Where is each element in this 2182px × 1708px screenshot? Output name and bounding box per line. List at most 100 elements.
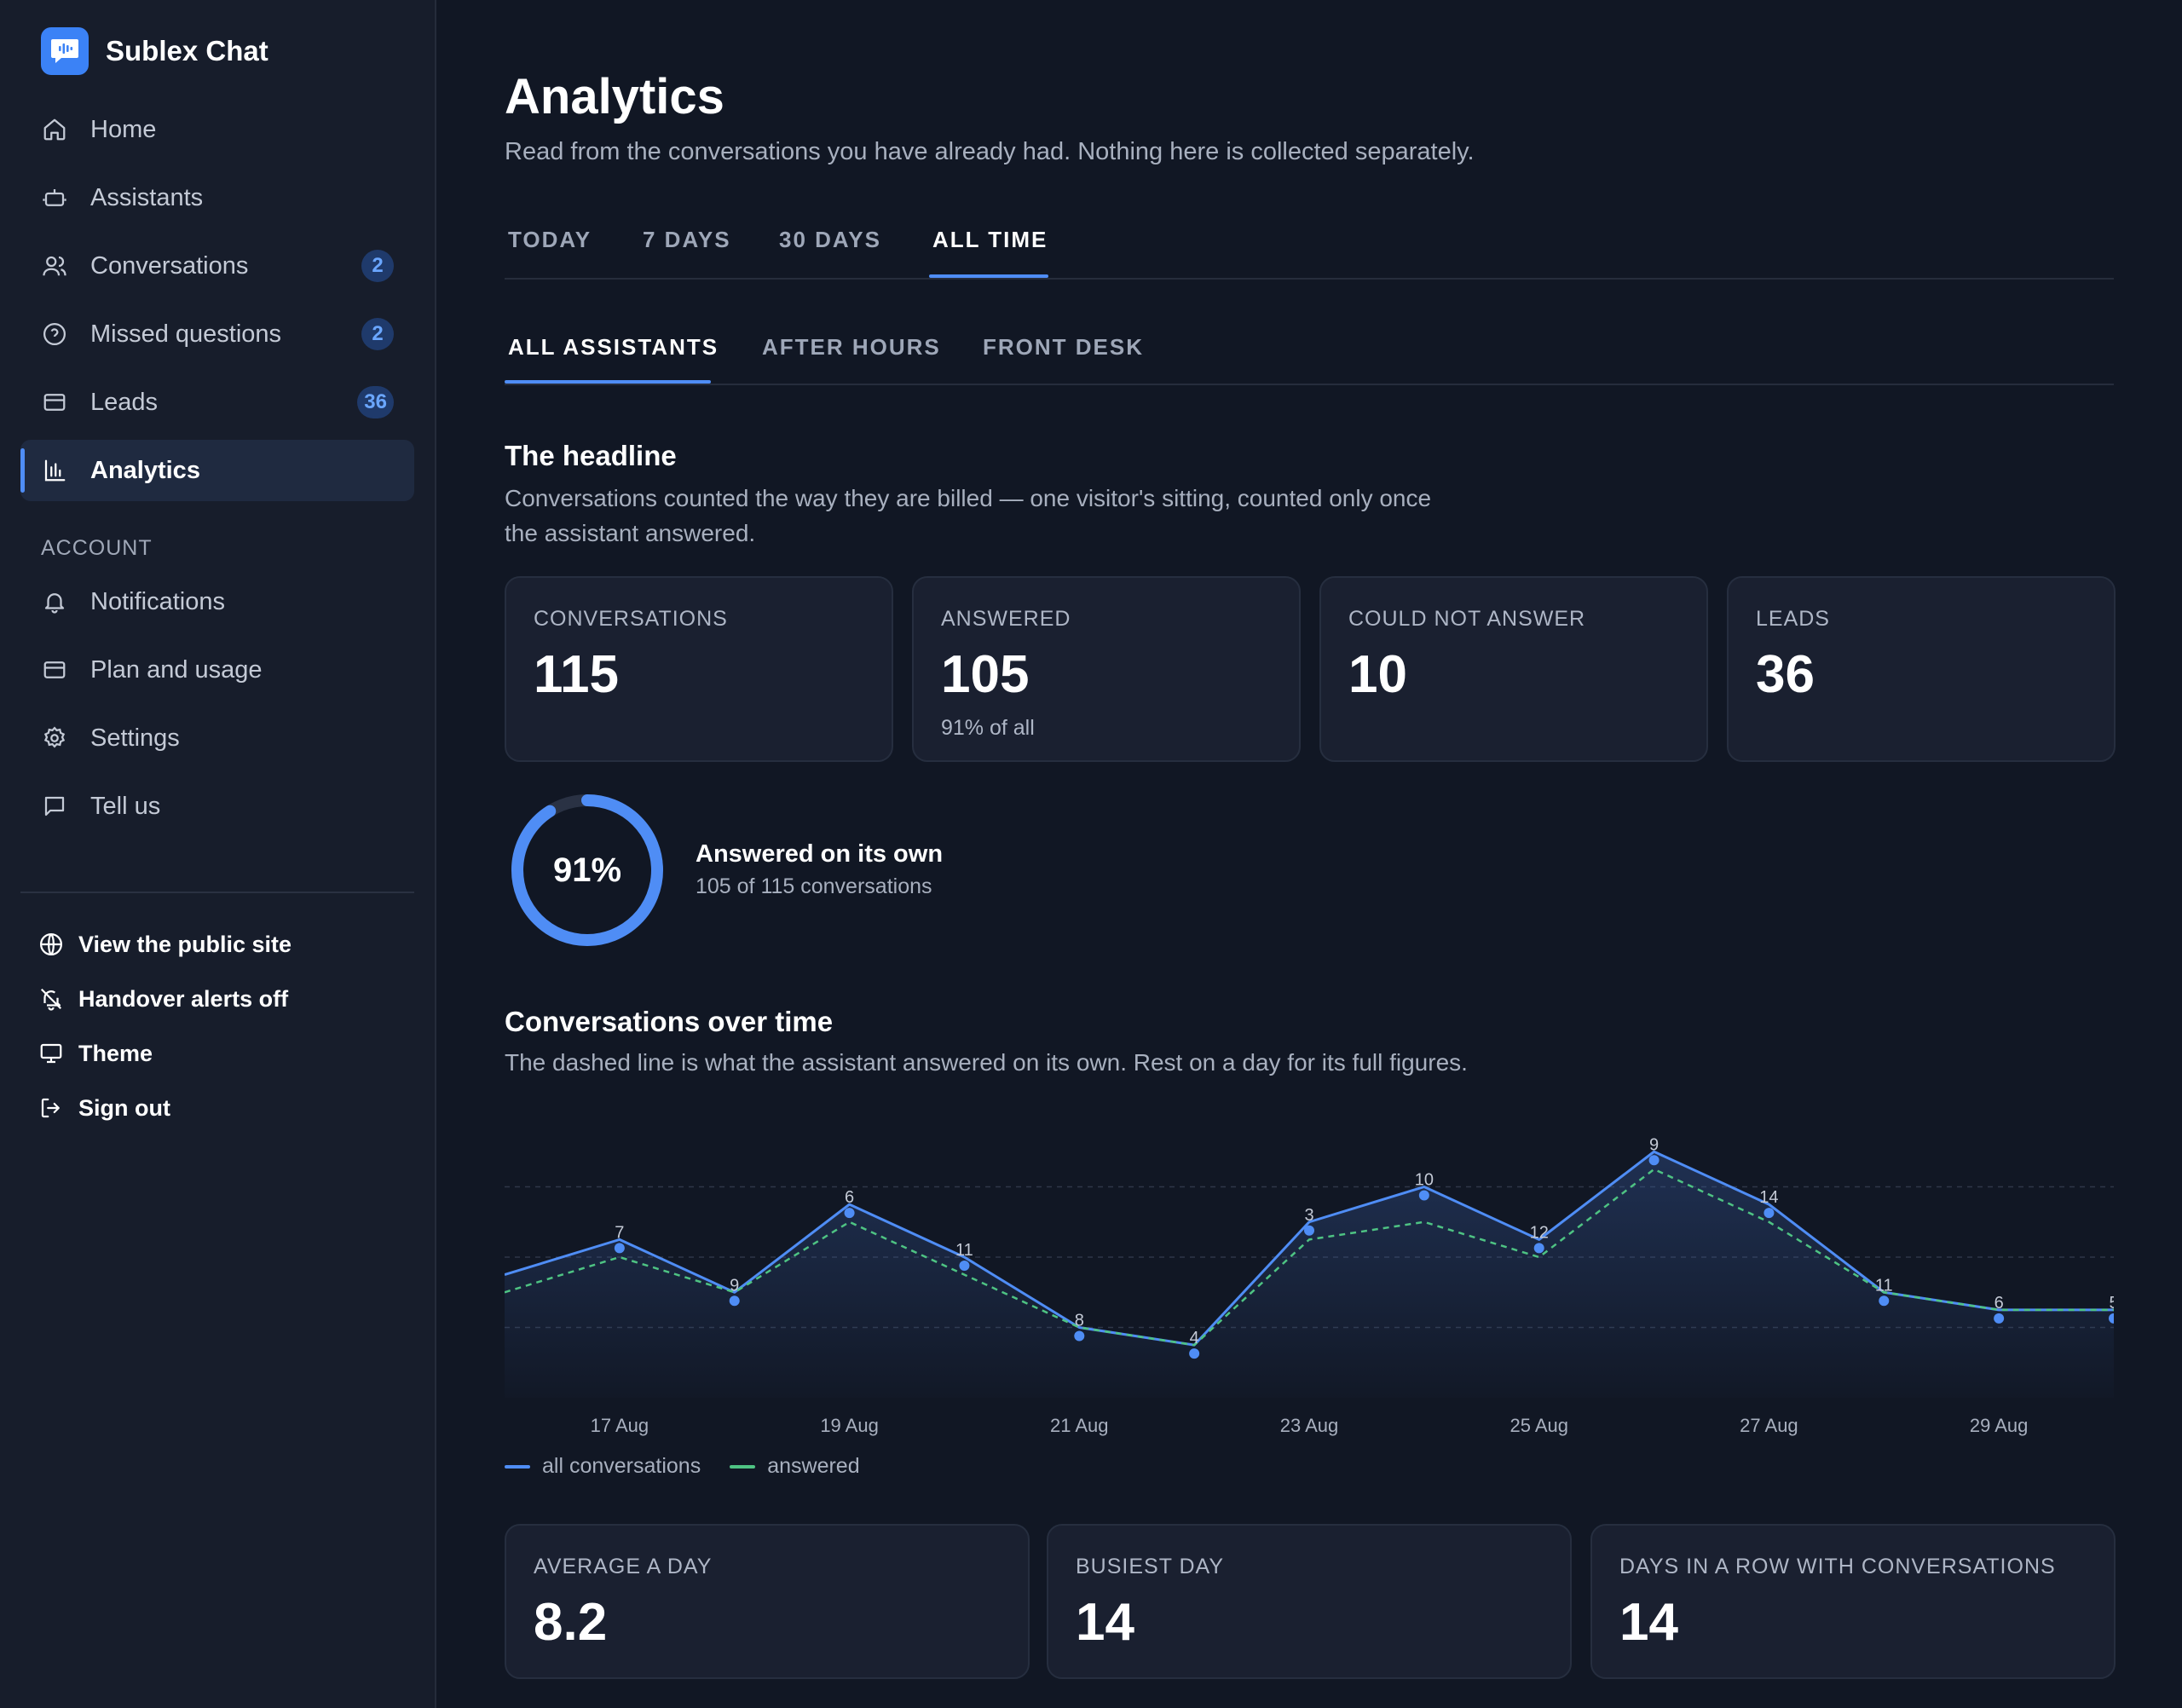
stat-label: CONVERSATIONS (534, 607, 728, 631)
tab-30-days[interactable]: 30 DAYS (779, 227, 881, 252)
brand[interactable]: Sublex Chat (41, 26, 268, 77)
missed-questions-badge: 2 (361, 318, 394, 350)
headline-description: Conversations counted the way they are b… (505, 481, 1431, 551)
answered-ring: 91% (508, 791, 667, 949)
x-tick-label: 19 Aug (820, 1415, 879, 1436)
answered-ring-title: Answered on its own (696, 840, 944, 868)
sidebar-item-leads[interactable]: Leads 36 (20, 372, 414, 433)
data-label: 5 (2109, 1294, 2114, 1313)
data-point (959, 1261, 970, 1271)
answered-ring-arc (511, 794, 663, 946)
conversations-badge: 2 (361, 250, 394, 282)
main-nav: Home Assistants Conversations 2 Missed q… (20, 99, 414, 844)
help-circle-icon (41, 320, 68, 348)
series-line-answered (505, 1168, 2114, 1347)
monitor-icon (38, 1040, 65, 1067)
summary-card-average: AVERAGE A DAY 8.2 (505, 1524, 1030, 1679)
x-tick-label: 23 Aug (1280, 1415, 1339, 1436)
sidebar-item-settings[interactable]: Settings (20, 707, 414, 769)
credit-card-icon (41, 656, 68, 684)
data-point (1074, 1330, 1085, 1342)
headline-title: The headline (505, 440, 677, 471)
page-subtitle: Read from the conversations you have alr… (505, 138, 1475, 165)
page-title: Analytics (505, 69, 724, 124)
sidebar-item-label: Leads (90, 388, 159, 416)
sidebar-item-assistants[interactable]: Assistants (20, 167, 414, 228)
sidebar-item-label: Plan and usage (90, 655, 263, 684)
data-label: 8 (1075, 1312, 1084, 1330)
footer-item-label: Theme (78, 1040, 153, 1066)
bot-icon (41, 184, 68, 211)
summary-card-busiest: BUSIEST DAY 14 (1047, 1524, 1572, 1679)
sidebar-item-missed-questions[interactable]: Missed questions 2 (20, 303, 414, 365)
headline-description-line-2: the assistant answered. (505, 520, 756, 546)
tab-today[interactable]: TODAY (508, 227, 592, 252)
data-label: 9 (1649, 1135, 1659, 1154)
summary-label: AVERAGE A DAY (534, 1555, 713, 1578)
stat-note: 91% of all (941, 716, 1035, 740)
data-label: 9 (730, 1276, 739, 1295)
stat-card-could-not-answer: COULD NOT ANSWER 10 (1319, 576, 1708, 762)
assistant-tabs-divider (505, 384, 2114, 385)
bell-icon (41, 588, 68, 615)
stat-label: COULD NOT ANSWER (1348, 607, 1586, 631)
stat-label: ANSWERED (941, 607, 1071, 631)
summary-label: BUSIEST DAY (1076, 1555, 1225, 1578)
x-tick-label: 17 Aug (591, 1415, 649, 1436)
data-point (1189, 1348, 1200, 1359)
over-time-title: Conversations over time (505, 1006, 834, 1037)
footer-item-label: View the public site (78, 931, 292, 957)
stat-label: LEADS (1756, 607, 1830, 631)
tab-all-assistants[interactable]: ALL ASSISTANTS (508, 334, 719, 360)
sidebar: Sublex Chat Home Assistants Conversation… (0, 0, 436, 1708)
sidebar-item-analytics[interactable]: Analytics (20, 440, 414, 501)
sidebar-item-label: Settings (90, 724, 180, 752)
tab-7-days[interactable]: 7 DAYS (643, 227, 731, 252)
summary-value: 14 (1076, 1593, 1134, 1652)
data-point (729, 1295, 740, 1307)
data-point (614, 1243, 625, 1254)
handover-alerts-toggle[interactable]: Handover alerts off (38, 972, 292, 1026)
data-label: 14 (1759, 1188, 1778, 1207)
legend-swatch-answered (730, 1464, 756, 1469)
data-label: 4 (1190, 1329, 1199, 1347)
sidebar-item-label: Assistants (90, 183, 204, 211)
sidebar-item-label: Notifications (90, 587, 225, 615)
stat-card-conversations: CONVERSATIONS 115 (505, 576, 893, 762)
sidebar-item-label: Home (90, 115, 157, 143)
data-point (1533, 1243, 1544, 1254)
tab-all-time[interactable]: ALL TIME (932, 227, 1048, 252)
sidebar-item-conversations[interactable]: Conversations 2 (20, 235, 414, 297)
sidebar-item-tell-us[interactable]: Tell us (20, 776, 414, 837)
x-tick-label: 27 Aug (1740, 1415, 1798, 1436)
theme-button[interactable]: Theme (38, 1026, 292, 1081)
brand-name: Sublex Chat (106, 35, 268, 66)
sign-out-icon (38, 1094, 65, 1122)
sidebar-item-plan-and-usage[interactable]: Plan and usage (20, 639, 414, 701)
conversations-chart[interactable]: 7 9 6 11 8 4 3 10 12 9 14 11 6 5 17 Aug 19 Aug 21 Aug 23 … (505, 1108, 2114, 1449)
chart-legend: all conversations answered (505, 1454, 889, 1479)
series-line-all-conversations (505, 1150, 2114, 1347)
sidebar-item-label: Analytics (90, 456, 200, 484)
view-public-site-link[interactable]: View the public site (38, 917, 292, 972)
range-tabs-divider (505, 278, 2114, 280)
x-tick-label: 25 Aug (1510, 1415, 1568, 1436)
bell-off-icon (38, 985, 65, 1013)
summary-value: 14 (1619, 1593, 1678, 1652)
sidebar-item-notifications[interactable]: Notifications (20, 571, 414, 632)
sign-out-button[interactable]: Sign out (38, 1081, 292, 1135)
legend-label-answered: answered (767, 1454, 860, 1478)
summary-value: 8.2 (534, 1593, 608, 1652)
tab-front-desk[interactable]: FRONT DESK (983, 334, 1144, 360)
tab-after-hours[interactable]: AFTER HOURS (762, 334, 941, 360)
bar-chart-icon (41, 457, 68, 484)
answered-ring-subtitle: 105 of 115 conversations (696, 874, 932, 898)
home-icon (41, 116, 68, 143)
stat-value: 10 (1348, 645, 1407, 704)
stat-value: 36 (1756, 645, 1815, 704)
data-point (1763, 1208, 1775, 1219)
over-time-description: The dashed line is what the assistant an… (505, 1049, 1468, 1076)
data-point (1648, 1155, 1660, 1166)
sidebar-divider (20, 892, 414, 893)
sidebar-item-home[interactable]: Home (20, 99, 414, 160)
